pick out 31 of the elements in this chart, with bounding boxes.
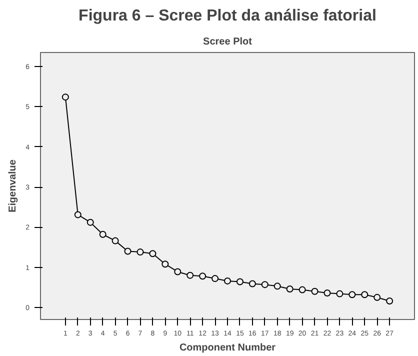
point	[336, 290, 344, 298]
point	[149, 250, 156, 258]
point	[236, 278, 244, 286]
point	[174, 268, 182, 276]
point	[199, 272, 206, 280]
point	[261, 281, 268, 288]
y-axis-title: Eigenvalue	[8, 159, 19, 212]
point	[186, 272, 194, 279]
point	[311, 288, 318, 295]
point	[274, 282, 281, 290]
point	[74, 211, 82, 218]
chart-subtitle: Scree Plot	[203, 36, 253, 48]
point	[298, 286, 306, 294]
point	[324, 290, 331, 296]
x-axis-title: Component Number	[179, 342, 276, 354]
point	[99, 230, 106, 238]
point	[361, 291, 368, 298]
point	[112, 237, 119, 244]
point	[386, 298, 394, 305]
point	[348, 291, 356, 298]
chart-title: Figura 6 – Scree Plot da análise fatorial	[78, 8, 376, 24]
point	[136, 248, 144, 256]
point	[162, 260, 169, 268]
point	[248, 280, 256, 288]
point	[212, 275, 219, 282]
point	[86, 218, 94, 226]
point	[62, 94, 69, 101]
point	[124, 248, 132, 255]
point	[224, 277, 231, 284]
point	[374, 294, 381, 301]
point	[286, 285, 294, 292]
